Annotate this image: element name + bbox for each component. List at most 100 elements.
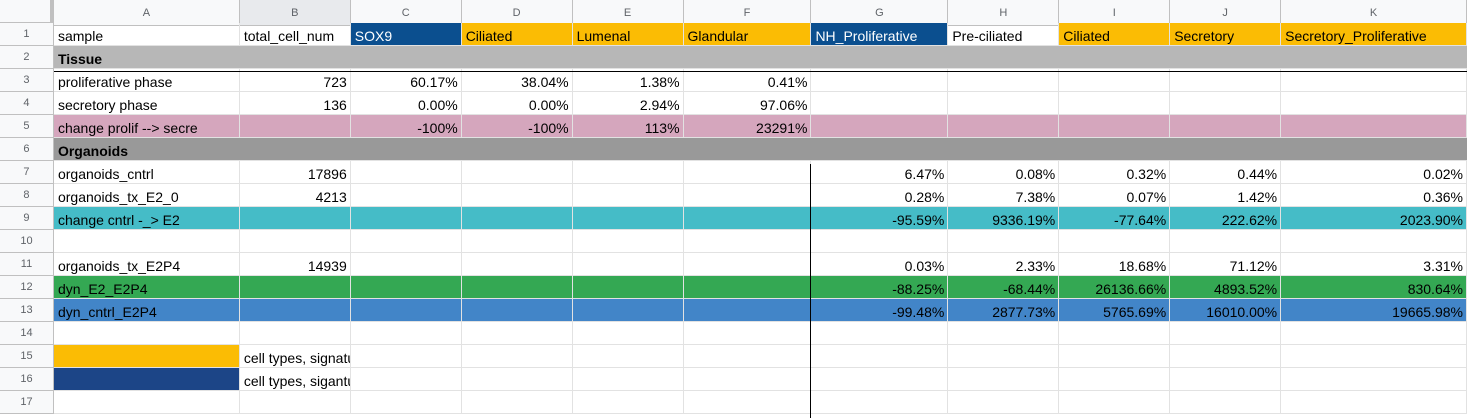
cell-b14[interactable] bbox=[239, 322, 351, 345]
cell-b11[interactable]: 14939 bbox=[239, 253, 351, 276]
cell-j17[interactable] bbox=[1170, 391, 1282, 414]
cell-e5[interactable]: 113% bbox=[572, 115, 684, 138]
cell-i9[interactable]: -77.64% bbox=[1059, 207, 1171, 230]
cell-k15[interactable] bbox=[1281, 345, 1467, 368]
cell-j1[interactable]: Secretory bbox=[1170, 23, 1282, 46]
cell-c15[interactable] bbox=[350, 345, 462, 368]
cell-e15[interactable] bbox=[572, 345, 684, 368]
cell-f2[interactable] bbox=[683, 46, 812, 69]
cell-d11[interactable] bbox=[461, 253, 573, 276]
cell-a12[interactable]: dyn_E2_E2P4 bbox=[53, 276, 240, 299]
cell-k9[interactable]: 2023.90% bbox=[1281, 207, 1467, 230]
cell-h10[interactable] bbox=[948, 230, 1060, 253]
cell-c17[interactable] bbox=[350, 391, 462, 414]
column-header-c[interactable]: C bbox=[350, 0, 462, 26]
cell-e1[interactable]: Lumenal bbox=[572, 23, 684, 46]
cell-h7[interactable]: 0.08% bbox=[948, 161, 1060, 184]
cell-a15[interactable] bbox=[53, 345, 240, 368]
cell-i11[interactable]: 18.68% bbox=[1059, 253, 1171, 276]
cell-h9[interactable]: 9336.19% bbox=[948, 207, 1060, 230]
cell-b16[interactable]: cell types, siganture for proliferating … bbox=[239, 368, 351, 391]
cell-k3[interactable] bbox=[1281, 69, 1467, 92]
column-header-b[interactable]: B bbox=[239, 0, 351, 26]
cell-d1[interactable]: Ciliated bbox=[461, 23, 573, 46]
cell-f11[interactable] bbox=[683, 253, 812, 276]
cell-h8[interactable]: 7.38% bbox=[948, 184, 1060, 207]
cell-j6[interactable] bbox=[1170, 138, 1282, 161]
row-header-4[interactable]: 4 bbox=[0, 92, 54, 115]
cell-h15[interactable] bbox=[948, 345, 1060, 368]
cell-e11[interactable] bbox=[572, 253, 684, 276]
cell-b15[interactable]: cell types, signature for secretory phas… bbox=[239, 345, 351, 368]
cell-k1[interactable]: Secretory_Proliferative bbox=[1281, 23, 1467, 46]
cell-d4[interactable]: 0.00% bbox=[461, 92, 573, 115]
cell-k7[interactable]: 0.02% bbox=[1281, 161, 1467, 184]
cell-i10[interactable] bbox=[1059, 230, 1171, 253]
cell-g8[interactable]: 0.28% bbox=[811, 184, 949, 207]
cell-d16[interactable] bbox=[461, 368, 573, 391]
cell-f8[interactable] bbox=[683, 184, 812, 207]
cell-b6[interactable] bbox=[239, 138, 351, 161]
cell-h14[interactable] bbox=[948, 322, 1060, 345]
cell-d2[interactable] bbox=[461, 46, 573, 69]
column-header-a[interactable]: A bbox=[53, 0, 240, 26]
cell-e12[interactable] bbox=[572, 276, 684, 299]
cell-f9[interactable] bbox=[683, 207, 812, 230]
cell-j8[interactable]: 1.42% bbox=[1170, 184, 1282, 207]
row-header-13[interactable]: 13 bbox=[0, 299, 54, 322]
cell-g14[interactable] bbox=[811, 322, 949, 345]
row-header-9[interactable]: 9 bbox=[0, 207, 54, 230]
cell-f3[interactable]: 0.41% bbox=[683, 69, 812, 92]
cell-f17[interactable] bbox=[683, 391, 812, 414]
row-header-11[interactable]: 11 bbox=[0, 253, 54, 276]
cell-f13[interactable] bbox=[683, 299, 812, 322]
cell-e14[interactable] bbox=[572, 322, 684, 345]
row-header-16[interactable]: 16 bbox=[0, 368, 54, 391]
cell-c4[interactable]: 0.00% bbox=[350, 92, 462, 115]
cell-a9[interactable]: change cntrl -_> E2 bbox=[53, 207, 240, 230]
cell-i6[interactable] bbox=[1059, 138, 1171, 161]
cell-f1[interactable]: Glandular bbox=[683, 23, 812, 46]
cell-b12[interactable] bbox=[239, 276, 351, 299]
cell-e17[interactable] bbox=[572, 391, 684, 414]
cell-h5[interactable] bbox=[948, 115, 1060, 138]
cell-d14[interactable] bbox=[461, 322, 573, 345]
cell-e8[interactable] bbox=[572, 184, 684, 207]
cell-a7[interactable]: organoids_cntrl bbox=[53, 161, 240, 184]
cell-k2[interactable] bbox=[1281, 46, 1467, 69]
cell-g3[interactable] bbox=[811, 69, 949, 92]
cell-i4[interactable] bbox=[1059, 92, 1171, 115]
cell-e9[interactable] bbox=[572, 207, 684, 230]
cell-g2[interactable] bbox=[811, 46, 949, 69]
cell-d6[interactable] bbox=[461, 138, 573, 161]
cell-e10[interactable] bbox=[572, 230, 684, 253]
cell-a1[interactable]: sample bbox=[53, 23, 240, 46]
cell-g16[interactable] bbox=[811, 368, 949, 391]
cell-b17[interactable] bbox=[239, 391, 351, 414]
cell-d10[interactable] bbox=[461, 230, 573, 253]
cell-i12[interactable]: 26136.66% bbox=[1059, 276, 1171, 299]
cell-g10[interactable] bbox=[811, 230, 949, 253]
cell-g4[interactable] bbox=[811, 92, 949, 115]
cell-d3[interactable]: 38.04% bbox=[461, 69, 573, 92]
cell-k12[interactable]: 830.64% bbox=[1281, 276, 1467, 299]
cell-c7[interactable] bbox=[350, 161, 462, 184]
cell-b5[interactable] bbox=[239, 115, 351, 138]
cell-b3[interactable]: 723 bbox=[239, 69, 351, 92]
cell-k10[interactable] bbox=[1281, 230, 1467, 253]
column-header-k[interactable]: K bbox=[1281, 0, 1467, 26]
cell-a3[interactable]: proliferative phase bbox=[53, 69, 240, 92]
cell-e2[interactable] bbox=[572, 46, 684, 69]
cell-d5[interactable]: -100% bbox=[461, 115, 573, 138]
cell-d7[interactable] bbox=[461, 161, 573, 184]
row-header-14[interactable]: 14 bbox=[0, 322, 54, 345]
cell-i5[interactable] bbox=[1059, 115, 1171, 138]
cell-g1[interactable]: NH_Proliferative bbox=[811, 23, 949, 46]
cell-b2[interactable] bbox=[239, 46, 351, 69]
cell-b13[interactable] bbox=[239, 299, 351, 322]
column-header-d[interactable]: D bbox=[461, 0, 573, 26]
cell-d8[interactable] bbox=[461, 184, 573, 207]
row-header-15[interactable]: 15 bbox=[0, 345, 54, 368]
cell-c14[interactable] bbox=[350, 322, 462, 345]
cell-j3[interactable] bbox=[1170, 69, 1282, 92]
